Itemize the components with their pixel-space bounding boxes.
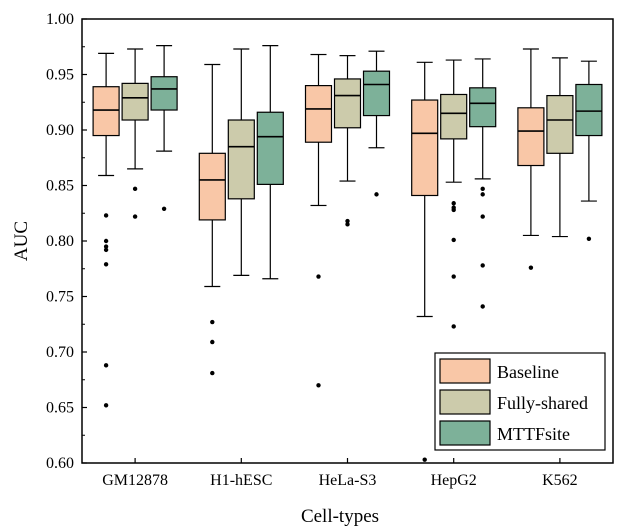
outlier-point <box>528 265 534 270</box>
box-baseline-hela-s3 <box>304 53 333 388</box>
outlier-point <box>451 324 456 329</box>
outlier-point <box>480 186 485 192</box>
outlier-point <box>161 206 167 212</box>
legend-label: Baseline <box>497 362 559 382</box>
outlier-point <box>451 207 456 213</box>
outlier-point <box>103 262 109 267</box>
outlier-point <box>451 201 456 206</box>
box-mttfsite-h1-hesc <box>256 45 284 280</box>
box-iqr <box>121 82 149 121</box>
box-iqr <box>198 152 226 221</box>
outlier-point <box>210 370 215 376</box>
outlier-point <box>586 236 592 241</box>
outlier-point <box>316 383 321 388</box>
box-iqr <box>575 83 603 137</box>
box-baseline-k562 <box>517 48 545 358</box>
box-iqr <box>546 94 574 154</box>
boxes-layer <box>92 45 603 462</box>
legend-swatch <box>439 358 491 384</box>
y-tick-label: 0.65 <box>46 400 74 417</box>
box-mttfsite-gm12878 <box>150 45 178 212</box>
box-iqr <box>469 87 497 128</box>
outlier-point <box>480 192 485 197</box>
outlier-point <box>451 237 456 243</box>
box-baseline-gm12878 <box>92 52 120 408</box>
outlier-point <box>103 213 109 218</box>
x-tick-label: HeLa-S3 <box>319 472 377 489</box>
y-tick-label: 0.60 <box>46 455 74 472</box>
x-tick-label: HepG2 <box>431 472 477 489</box>
outlier-point <box>132 214 138 219</box>
outlier-point <box>103 247 109 253</box>
outlier-point <box>345 222 350 227</box>
box-fully-shared-h1-hesc <box>227 48 255 277</box>
outlier-point <box>132 186 138 192</box>
box-fully-shared-hela-s3 <box>333 55 362 227</box>
x-axis-title: Cell-types <box>301 506 379 527</box>
outlier-point <box>480 263 485 268</box>
box-iqr <box>440 93 468 140</box>
box-iqr <box>256 111 284 185</box>
legend-label: Fully-shared <box>497 393 588 413</box>
x-tick-label: K562 <box>542 472 578 489</box>
box-baseline-h1-hesc <box>198 63 226 376</box>
outlier-point <box>103 363 109 368</box>
x-tick-label: GM12878 <box>102 472 168 489</box>
box-mttfsite-hela-s3 <box>362 50 391 197</box>
outlier-point <box>316 274 321 279</box>
y-tick-label: 0.85 <box>46 178 74 195</box>
box-iqr <box>517 107 545 167</box>
box-baseline-hepg2 <box>411 61 439 462</box>
box-fully-shared-hepg2 <box>440 59 468 329</box>
box-iqr <box>304 84 333 143</box>
plot-frame <box>81 18 614 464</box>
box-fully-shared-gm12878 <box>121 48 149 219</box>
y-tick-label: 0.90 <box>46 122 74 139</box>
y-tick-label: 0.95 <box>46 67 74 84</box>
y-axis-title: AUC <box>11 221 32 261</box>
outlier-point <box>103 238 109 244</box>
x-tick-label: H1-hESC <box>210 472 272 489</box>
outlier-point <box>103 244 109 249</box>
outlier-point <box>103 403 109 408</box>
box-iqr <box>92 86 120 137</box>
outlier-point <box>422 457 427 462</box>
y-tick-label: 1.00 <box>46 11 74 28</box>
box-iqr <box>411 99 439 197</box>
legend-label: MTTFsite <box>497 424 570 444</box>
box-iqr <box>227 119 255 200</box>
box-mttfsite-k562 <box>575 60 603 241</box>
outlier-point <box>374 192 379 197</box>
y-tick-label: 0.80 <box>46 233 74 250</box>
outlier-point <box>210 339 215 345</box>
legend-swatch <box>439 389 491 415</box>
outlier-point <box>480 214 485 219</box>
y-tick-label: 0.70 <box>46 344 74 361</box>
outlier-point <box>210 319 215 325</box>
outlier-point <box>345 218 350 224</box>
box-fully-shared-k562 <box>546 57 574 238</box>
box-iqr <box>362 70 391 117</box>
legend-swatch <box>439 420 491 446</box>
axis-ticks-layer: 0.60 0.65 0.70 0.75 0.80 0.85 0.90 0.95 1.00 GM12… <box>46 11 578 489</box>
box-iqr <box>333 78 362 129</box>
outlier-point <box>451 274 456 279</box>
box-mttfsite-hepg2 <box>469 58 497 309</box>
outlier-point <box>480 304 485 309</box>
legend: Baseline Fully-shared MTTFsite <box>434 352 606 451</box>
box-iqr <box>150 76 178 111</box>
y-tick-label: 0.75 <box>46 289 74 306</box>
